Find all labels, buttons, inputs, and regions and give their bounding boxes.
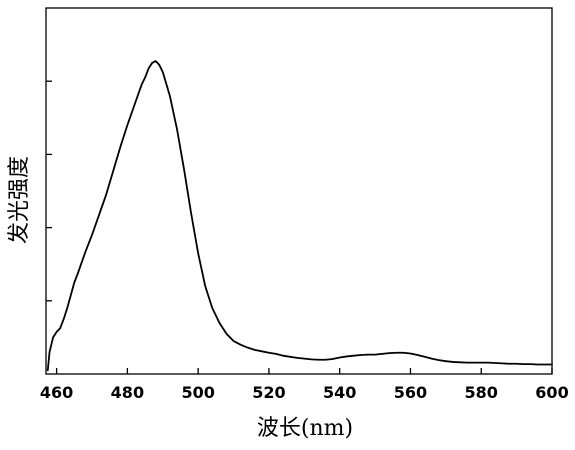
x-tick-label: 560: [394, 383, 427, 402]
x-tick-label: 520: [252, 383, 285, 402]
y-axis-title: 发光强度: [7, 156, 32, 244]
x-tick-label: 600: [535, 383, 568, 402]
x-axis-title: 波长(nm): [257, 416, 353, 441]
x-tick-label: 480: [111, 383, 144, 402]
x-tick-label: 540: [323, 383, 356, 402]
x-tick-label: 460: [40, 383, 73, 402]
x-axis-tick-labels: 460 480 500 520 540 560 580 600: [40, 383, 569, 402]
y-axis-ticks: [46, 80, 52, 302]
x-tick-label: 580: [465, 383, 498, 402]
x-axis-ticks: [55, 368, 553, 374]
x-tick-label: 500: [181, 383, 214, 402]
plot-frame: [45, 7, 553, 375]
series-line: [46, 60, 553, 372]
